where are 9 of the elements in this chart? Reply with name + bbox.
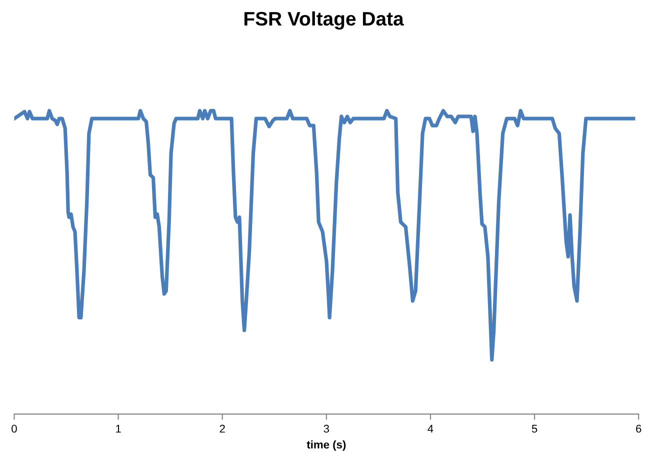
x-tick-label: 1 — [116, 424, 121, 433]
x-axis-title: time (s) — [306, 440, 346, 451]
x-tick-label: 4 — [428, 424, 434, 433]
x-tick-label: 3 — [324, 424, 330, 433]
x-tick-label: 0 — [12, 424, 17, 433]
x-tick-label: 6 — [636, 424, 642, 433]
chart-title: FSR Voltage Data — [244, 11, 404, 30]
x-tick-label: 5 — [532, 424, 538, 433]
x-tick-label: 2 — [220, 424, 225, 433]
